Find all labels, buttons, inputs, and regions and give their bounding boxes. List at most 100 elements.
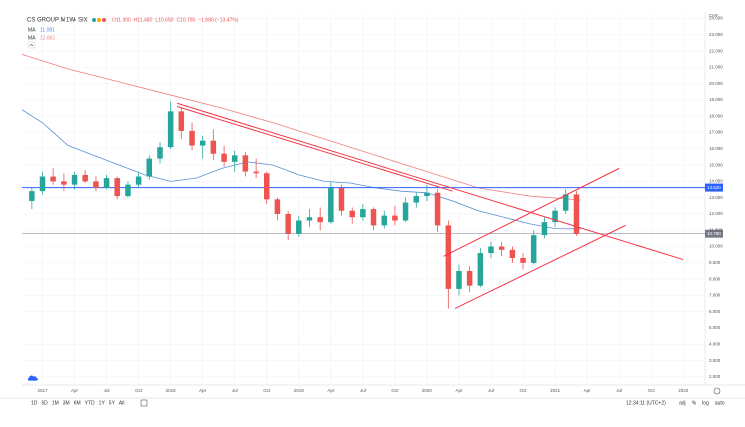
axis-option[interactable]: % — [692, 400, 697, 406]
candle-body — [103, 178, 110, 188]
x-tick-label: Oct — [135, 388, 143, 393]
x-tick-label: Oct — [391, 388, 399, 393]
x-tick-label: Apr — [327, 388, 335, 393]
candle-body — [424, 192, 430, 197]
y-tick-label: 24.000 — [709, 16, 723, 21]
timeframe-button[interactable]: 1Y — [99, 400, 106, 406]
settings-icon[interactable] — [713, 387, 721, 395]
currency-label: CHF — [709, 13, 718, 18]
x-tick-label: 2020 — [422, 388, 433, 393]
timeframe-button[interactable]: 6M — [74, 400, 81, 406]
ohlc-value: H11.480 — [134, 17, 153, 23]
status-dot — [102, 18, 106, 22]
candle-body — [328, 187, 334, 223]
trend-line — [176, 105, 453, 192]
candle-body — [231, 155, 238, 162]
y-tick-label: 2.000 — [709, 374, 721, 379]
timeframe-button[interactable]: 5Y — [109, 400, 116, 406]
x-tick-label: Apr — [584, 388, 592, 393]
header: CS GROUP N 1W SIX — [27, 18, 106, 49]
status-dot — [97, 18, 101, 22]
x-tick-label: Apr — [455, 388, 463, 393]
x-tick-label: Jul — [104, 388, 110, 393]
candle-body — [509, 249, 516, 258]
ohlc-value: C10.790 — [176, 17, 195, 23]
candle-body — [445, 225, 452, 289]
candle-body — [167, 111, 174, 148]
y-tick-label: 3.000 — [709, 358, 721, 363]
candle-body — [61, 181, 67, 185]
collapse-button[interactable] — [27, 41, 36, 49]
x-tick-label: 2017 — [37, 388, 48, 393]
candle-body — [392, 215, 398, 221]
trend-line — [443, 167, 620, 257]
y-tick-label: 18.000 — [709, 113, 723, 118]
axis-option[interactable]: log — [702, 400, 709, 406]
y-tick-label: 19.000 — [709, 97, 723, 102]
ohlc-value: L10.650 — [155, 17, 173, 23]
y-tick-label: 15.000 — [709, 162, 723, 167]
x-tick-label: Jul — [488, 388, 494, 393]
x-tick-label: Oct — [648, 388, 656, 393]
candle-body — [498, 246, 505, 250]
candle-body — [210, 140, 217, 154]
clock: 12:34:11 (UTC+2) — [626, 400, 666, 406]
candle-body — [552, 210, 558, 223]
candle-body — [413, 196, 420, 203]
y-tick-label: 6.000 — [709, 309, 721, 314]
candle-body — [135, 176, 142, 185]
axis-option[interactable]: adj — [679, 400, 686, 406]
calendar-icon[interactable] — [140, 399, 148, 407]
timeframe-button[interactable]: All — [119, 400, 125, 406]
timeframe-button[interactable]: YTD — [85, 400, 95, 406]
moving-average-line — [21, 109, 581, 230]
candle-body — [82, 174, 88, 182]
ohlc-value: −1.680 (−13.47%) — [198, 17, 238, 23]
candle-body — [573, 194, 580, 234]
y-tick-label: 21.000 — [709, 65, 723, 70]
timeframe-button[interactable]: 1D — [31, 400, 38, 406]
x-tick-label: Jul — [232, 388, 238, 393]
moving-average-line — [21, 53, 581, 201]
symbol: CS GROUP N — [27, 18, 65, 24]
candle-body — [562, 194, 569, 211]
axis-option[interactable]: auto — [715, 400, 725, 406]
x-tick-label: Jul — [360, 388, 366, 393]
candle-body — [285, 213, 291, 234]
price-label-box — [705, 229, 723, 238]
y-tick-label: 7.000 — [709, 293, 721, 298]
trend-line — [454, 224, 626, 309]
candle-body — [370, 209, 377, 226]
candle-body — [317, 217, 323, 223]
candle-body — [306, 217, 313, 221]
candle-body — [296, 220, 302, 234]
plot-area — [21, 12, 705, 385]
y-tick-label: 5.000 — [709, 325, 721, 330]
x-tick-label: Apr — [199, 388, 207, 393]
candle-body — [477, 253, 484, 286]
y-tick-label: 22.000 — [709, 48, 723, 53]
candle-body — [274, 199, 281, 214]
y-tick-label: 20.000 — [709, 81, 723, 86]
status-dot — [92, 18, 96, 22]
y-tick-label: 12.000 — [709, 211, 723, 216]
x-tick-label: 2019 — [294, 388, 305, 393]
candle-body — [71, 174, 78, 185]
candle-body — [125, 184, 131, 197]
candle-body — [541, 222, 548, 236]
indicator-value: 11.081 — [40, 27, 55, 33]
candle-body — [93, 181, 99, 188]
y-tick-label: 4.000 — [709, 341, 721, 346]
separator — [74, 19, 76, 21]
timeframe-button[interactable]: 3M — [63, 400, 70, 406]
timeframe-button[interactable]: 5D — [41, 400, 48, 406]
candle-body — [264, 173, 270, 200]
candle-body — [488, 246, 494, 254]
candle-body — [178, 111, 185, 131]
y-tick-label: 14.000 — [709, 179, 723, 184]
candle-body — [253, 171, 259, 174]
candle-body — [360, 209, 366, 218]
y-tick-label: 17.000 — [709, 130, 723, 135]
timeframe-button[interactable]: 1M — [52, 400, 59, 406]
candle-body — [189, 130, 195, 146]
